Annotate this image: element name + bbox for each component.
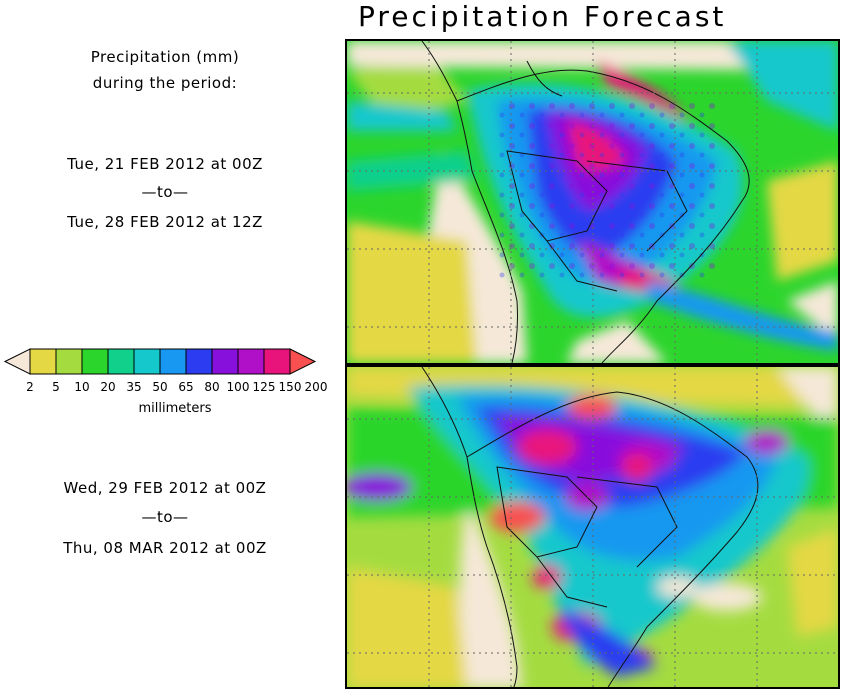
colorbar-swatch	[133, 348, 161, 375]
colorbar-tick-label: 125	[253, 380, 276, 394]
colorbar-swatch	[29, 348, 57, 375]
colorbar-tick-label: 150	[279, 380, 302, 394]
colorbar-swatch	[159, 348, 187, 375]
colorbar-tick-label: 65	[178, 380, 193, 394]
map-svg-1	[347, 41, 838, 363]
colorbar-swatch	[185, 348, 213, 375]
colorbar-tick-label: 10	[74, 380, 89, 394]
colorbar-tick-label: 35	[126, 380, 141, 394]
colorbar-swatch	[55, 348, 83, 375]
forecast-map-period2	[345, 365, 840, 689]
period2-separator: —to—	[141, 508, 189, 526]
colorbar-tick-label: 80	[204, 380, 219, 394]
map-svg-2	[347, 367, 838, 687]
period1-start: Tue, 21 FEB 2012 at 00Z	[67, 155, 263, 173]
colorbar-unit-label: millimeters	[139, 401, 212, 416]
colorbar-upper-arrow	[289, 348, 317, 375]
colorbar-tick-label: 50	[152, 380, 167, 394]
colorbar-swatch	[107, 348, 135, 375]
chart-title: Precipitation Forecast	[358, 0, 727, 33]
period2-end: Thu, 08 MAR 2012 at 00Z	[63, 539, 267, 557]
period1-separator: —to—	[141, 183, 189, 201]
period1-end: Tue, 28 FEB 2012 at 12Z	[67, 213, 263, 231]
colorbar-tick-label: 20	[100, 380, 115, 394]
colorbar-tick-label: 100	[227, 380, 250, 394]
forecast-map-period1	[345, 39, 840, 365]
period2-start: Wed, 29 FEB 2012 at 00Z	[63, 479, 267, 497]
colorbar-swatch	[263, 348, 291, 375]
colorbar-swatch	[237, 348, 265, 375]
colorbar-swatch	[211, 348, 239, 375]
heading-line-2: during the period:	[92, 74, 238, 92]
colorbar-tick-label: 5	[52, 380, 60, 394]
colorbar-tick-label: 200	[305, 380, 328, 394]
heading-line-1: Precipitation (mm)	[90, 48, 240, 66]
colorbar-lower-arrow	[3, 348, 31, 375]
colorbar-swatch	[81, 348, 109, 375]
colorbar-legend: 2 5 10 20 35 50 65 80 100 125 150 200 millimeters	[0, 345, 345, 420]
colorbar-svg: 2 5 10 20 35 50 65 80 100 125 150 200 millimeters	[3, 348, 328, 416]
colorbar-tick-label: 2	[26, 380, 34, 394]
